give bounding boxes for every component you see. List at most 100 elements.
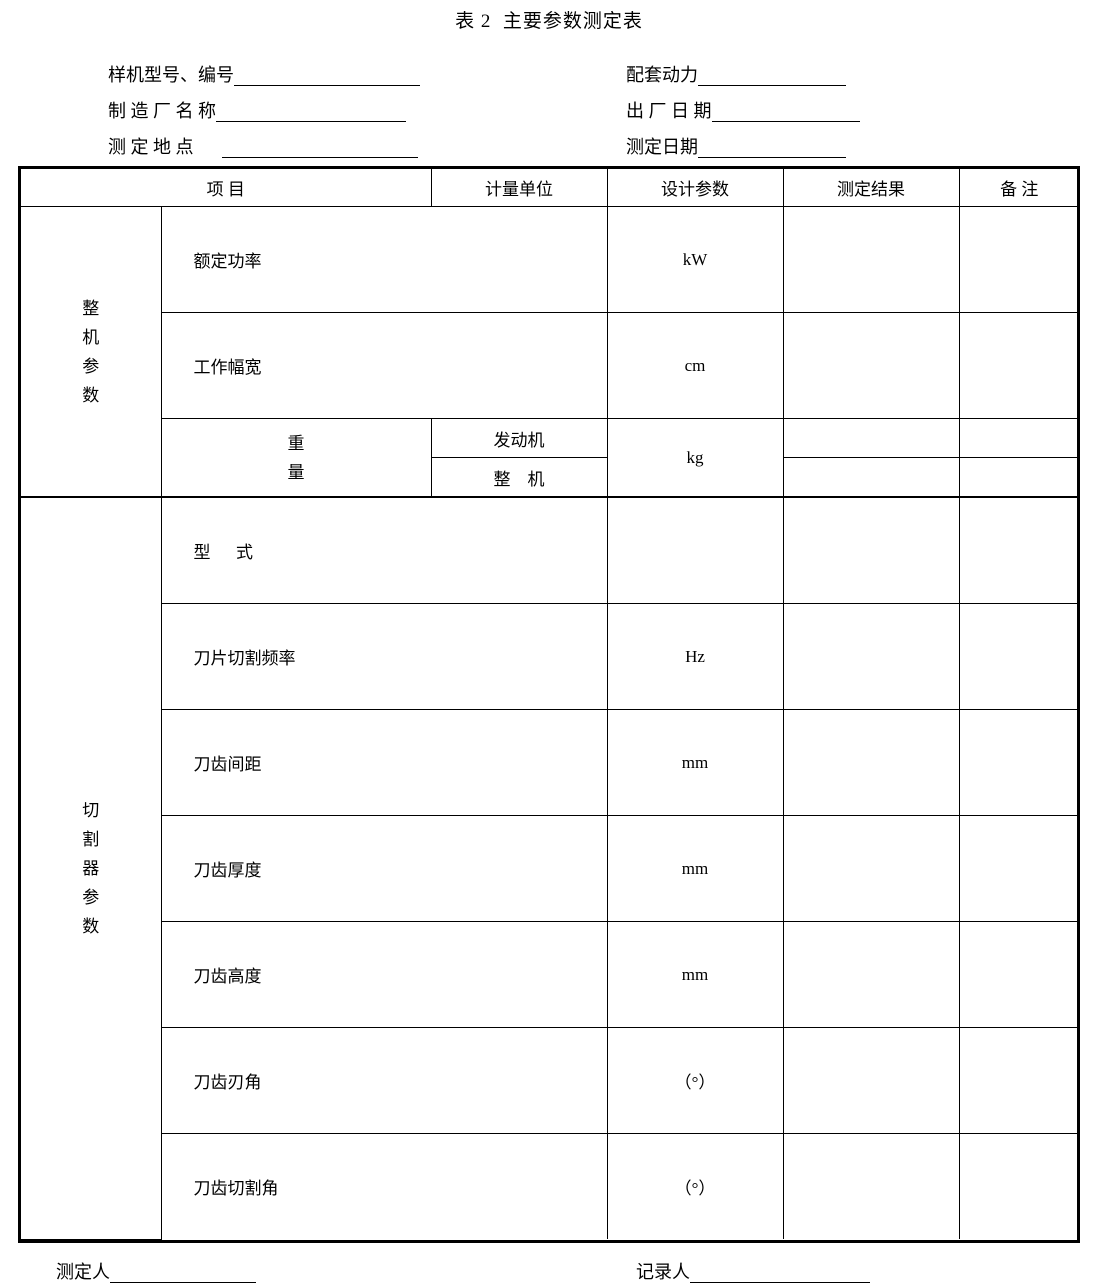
group-label-cutter-params: 切 割 器 参 数 [21, 496, 162, 1240]
result-cell-blade-cutting-frequency[interactable] [958, 603, 1080, 710]
item-label-blade-cutting-frequency: 刀片切割频率 [193, 649, 296, 668]
table-row: 整 机 [21, 457, 1080, 498]
unit-cell-blade-cutting-frequency: Hz [606, 603, 784, 710]
measurer-input[interactable] [110, 1263, 256, 1283]
table-row: 刀齿刃角 （°） [21, 1027, 1080, 1134]
unit-cell-tooth-thickness: mm [606, 815, 784, 922]
table-row: 整 机 参 数 额定功率 kW [21, 206, 1080, 498]
column-header-remark: 备 注 [958, 169, 1079, 207]
header-form-row-1: 样机型号、编号 配套动力 [108, 50, 1080, 86]
design-cell-blade-cutting-frequency[interactable] [782, 603, 960, 710]
table-header-row: 项 目 计量单位 设计参数 测定结果 备 注 [21, 169, 1079, 207]
item-label-whole-machine: 整 机 [430, 457, 608, 498]
row-item-cell: 刀齿刃角 [160, 1027, 608, 1134]
result-cell-tooth-cutting-angle[interactable] [958, 1133, 1080, 1239]
measurer-label: 测定人 [56, 1261, 110, 1282]
measurement-location-label: 测 定 地 点 [108, 137, 198, 157]
unit-cell-tooth-height: mm [606, 921, 784, 1028]
design-cell-tooth-spacing[interactable] [782, 709, 960, 816]
measurement-location-input[interactable] [222, 138, 418, 158]
design-cell-working-width[interactable] [782, 312, 960, 419]
header-form-row-2: 制 造 厂 名 称 出 厂 日 期 [108, 86, 1080, 122]
header-form: 样机型号、编号 配套动力 制 造 厂 名 称 出 厂 日 期 测 定 地 点 测… [0, 50, 1098, 158]
measurer-field-group: 测定人 [56, 1261, 636, 1283]
measurement-date-label: 测定日期 [626, 137, 698, 157]
manufacturer-name-label: 制 造 厂 名 称 [108, 101, 216, 121]
table-row: 重 量 发动机 kg [21, 418, 1080, 498]
item-label-rated-power: 额定功率 [193, 252, 262, 271]
design-cell-tooth-height[interactable] [782, 921, 960, 1028]
column-header-unit: 计量单位 [430, 169, 608, 207]
design-cell-tooth-thickness[interactable] [782, 815, 960, 922]
recorder-field-group: 记录人 [636, 1261, 1070, 1283]
design-cell-engine[interactable] [782, 418, 960, 458]
row-item-cell: 工作幅宽 [160, 312, 608, 419]
table-row: 刀齿高度 mm [21, 921, 1080, 1028]
matching-power-input[interactable] [698, 66, 846, 86]
table-row: 刀片切割频率 Hz [21, 603, 1080, 710]
result-cell-engine[interactable] [958, 418, 1080, 458]
row-item-cell: 刀齿间距 [160, 709, 608, 816]
prototype-model-label: 样机型号、编号 [108, 65, 234, 85]
group-label-machine-params: 整 机 参 数 [21, 206, 162, 498]
recorder-label: 记录人 [636, 1261, 690, 1282]
row-item-cell: 刀齿厚度 [160, 815, 608, 922]
result-cell-working-width[interactable] [958, 312, 1080, 419]
result-cell-tooth-height[interactable] [958, 921, 1080, 1028]
result-cell-tooth-thickness[interactable] [958, 815, 1080, 922]
row-item-cell: 刀齿高度 [160, 921, 608, 1028]
signature-footer: 测定人 记录人 [0, 1261, 1098, 1283]
table-row: 刀齿间距 mm [21, 709, 1080, 816]
page-title: 表 2 主要参数测定表 [455, 11, 643, 32]
prototype-model-input[interactable] [234, 66, 420, 86]
item-label-tooth-cutting-angle: 刀齿切割角 [193, 1179, 279, 1198]
result-cell-tooth-edge-angle[interactable] [958, 1027, 1080, 1134]
result-cell-whole-machine[interactable] [958, 457, 1080, 498]
matching-power-label: 配套动力 [626, 65, 698, 85]
row-item-cell: 刀齿切割角 [160, 1133, 608, 1239]
item-label-tooth-spacing: 刀齿间距 [193, 755, 262, 774]
column-header-item: 项 目 [21, 169, 432, 207]
unit-cell-tooth-spacing: mm [606, 709, 784, 816]
result-cell-rated-power[interactable] [958, 206, 1080, 313]
item-label-tooth-thickness: 刀齿厚度 [193, 861, 262, 880]
parameters-table-wrapper: 项 目 计量单位 设计参数 测定结果 备 注 整 机 参 数 额定功率 kW [18, 166, 1080, 1243]
unit-cell-tooth-edge-angle: （°） [606, 1027, 784, 1134]
unit-cell-tooth-cutting-angle: （°） [606, 1133, 784, 1239]
column-header-design: 设计参数 [606, 169, 784, 207]
design-cell-whole-machine[interactable] [782, 457, 960, 498]
production-date-field-group: 出 厂 日 期 [588, 100, 1080, 122]
unit-cell-rated-power: kW [606, 206, 784, 313]
design-cell-rated-power[interactable] [782, 206, 960, 313]
item-label-tooth-edge-angle: 刀齿刃角 [193, 1073, 262, 1092]
measurement-location-field-group: 测 定 地 点 [108, 136, 588, 158]
item-label-tooth-height: 刀齿高度 [193, 967, 262, 986]
manufacturer-name-field-group: 制 造 厂 名 称 [108, 100, 588, 122]
unit-cell-weight: kg [606, 418, 784, 498]
row-item-cell: 刀片切割频率 [160, 603, 608, 710]
design-cell-tooth-edge-angle[interactable] [782, 1027, 960, 1134]
prototype-model-field-group: 样机型号、编号 [108, 64, 588, 86]
item-label-engine: 发动机 [430, 418, 608, 458]
recorder-input[interactable] [690, 1263, 870, 1283]
design-cell-tooth-cutting-angle[interactable] [782, 1133, 960, 1239]
measurement-date-input[interactable] [698, 138, 846, 158]
item-label-type: 型 式 [193, 543, 254, 562]
result-cell-type[interactable] [958, 496, 1080, 604]
unit-cell-type [606, 496, 784, 604]
item-label-working-width: 工作幅宽 [193, 358, 262, 377]
measurement-date-field-group: 测定日期 [588, 136, 1080, 158]
column-header-result: 测定结果 [782, 169, 960, 207]
manufacturer-name-input[interactable] [216, 102, 406, 122]
production-date-label: 出 厂 日 期 [626, 101, 712, 121]
header-form-row-3: 测 定 地 点 测定日期 [108, 122, 1080, 158]
unit-cell-working-width: cm [606, 312, 784, 419]
parameters-table: 项 目 计量单位 设计参数 测定结果 备 注 整 机 参 数 额定功率 kW [21, 169, 1080, 1240]
table-row: 工作幅宽 cm [21, 312, 1080, 419]
table-row: 刀齿切割角 （°） [21, 1133, 1080, 1239]
row-item-cell: 型 式 [160, 496, 608, 604]
result-cell-tooth-spacing[interactable] [958, 709, 1080, 816]
table-row: 刀齿厚度 mm [21, 815, 1080, 922]
production-date-input[interactable] [711, 102, 860, 122]
design-cell-type[interactable] [782, 496, 960, 604]
